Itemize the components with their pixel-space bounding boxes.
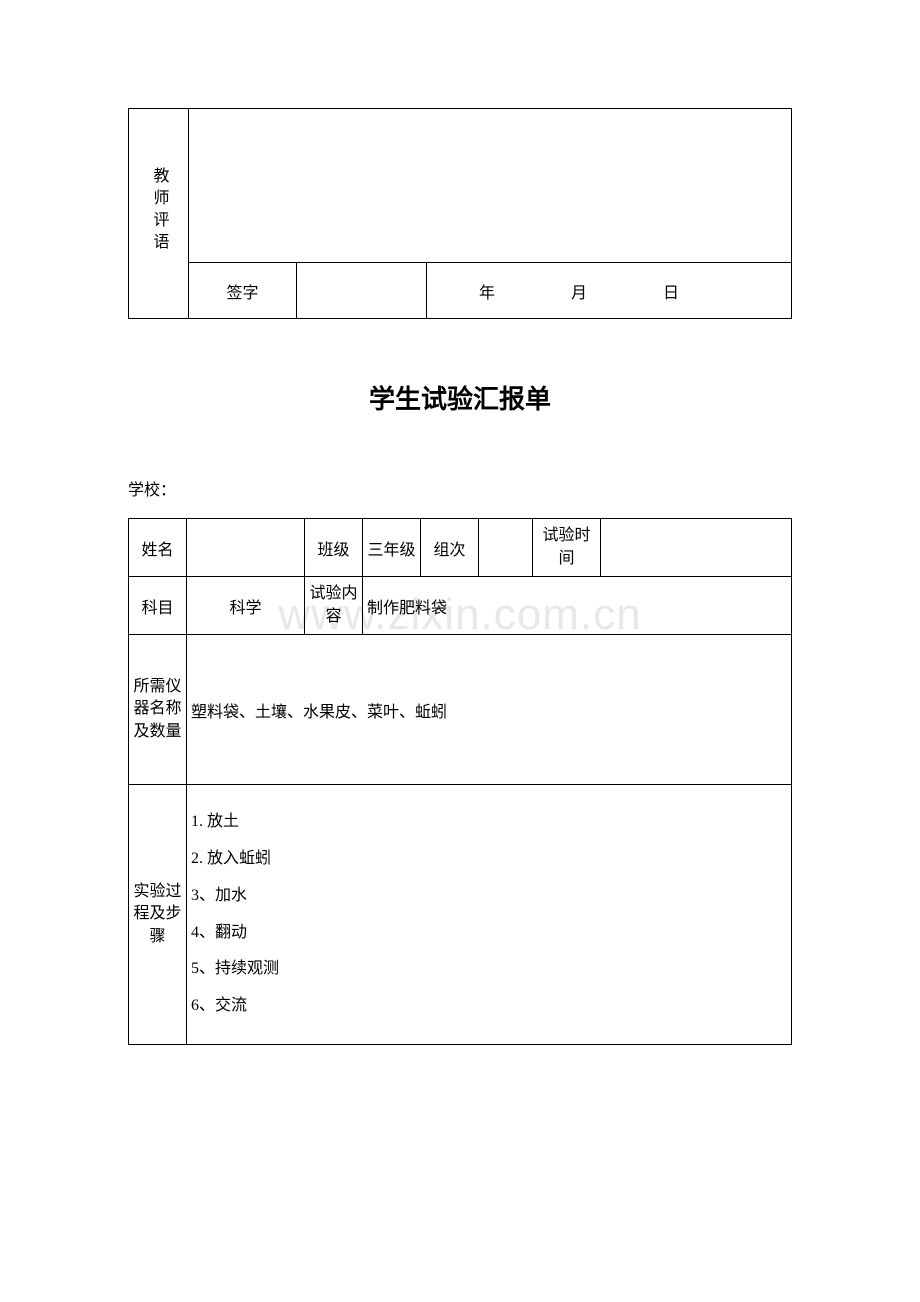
steps-label: 实验过程及步骤 — [129, 785, 187, 1045]
grade-value: 三年级 — [363, 519, 421, 577]
steps-content: 1. 放土 2. 放入蚯蚓 3、加水 4、翻动 5、持续观测 6、交流 — [187, 785, 792, 1045]
step-4: 4、翻动 — [191, 915, 787, 952]
step-5: 5、持续观测 — [191, 951, 787, 988]
step-2: 2. 放入蚯蚓 — [191, 841, 787, 878]
equipment-label: 所需仪器名称及数量 — [129, 635, 187, 785]
group-label: 组次 — [421, 519, 479, 577]
name-label: 姓名 — [129, 519, 187, 577]
experiment-report-table: 姓名 班级 三年级 组次 试验时间 科目 科学 试验内容 制作肥料袋 所需仪器名… — [128, 518, 792, 1045]
subject-label: 科目 — [129, 577, 187, 635]
step-3: 3、加水 — [191, 878, 787, 915]
group-value — [479, 519, 533, 577]
signature-label: 签字 — [189, 263, 297, 319]
subject-value: 科学 — [187, 577, 305, 635]
step-1: 1. 放土 — [191, 804, 787, 841]
teacher-comment-label: 教师评语 — [147, 167, 171, 255]
class-label: 班级 — [305, 519, 363, 577]
signature-blank — [297, 263, 427, 319]
date-label: 年 月 日 — [427, 263, 792, 319]
teacher-comment-label-cell: 教师评语 — [129, 109, 189, 319]
content-label: 试验内容 — [305, 577, 363, 635]
teacher-comment-content — [189, 109, 792, 263]
time-label: 试验时间 — [533, 519, 601, 577]
teacher-comment-table: 教师评语 签字 年 月 日 — [128, 108, 792, 319]
step-6: 6、交流 — [191, 988, 787, 1025]
content-value: 制作肥料袋 — [363, 577, 792, 635]
time-value — [601, 519, 792, 577]
page-title: 学生试验汇报单 — [128, 379, 792, 416]
name-value — [187, 519, 305, 577]
equipment-value: 塑料袋、土壤、水果皮、菜叶、蚯蚓 — [187, 635, 792, 785]
school-label: 学校： — [128, 476, 792, 500]
